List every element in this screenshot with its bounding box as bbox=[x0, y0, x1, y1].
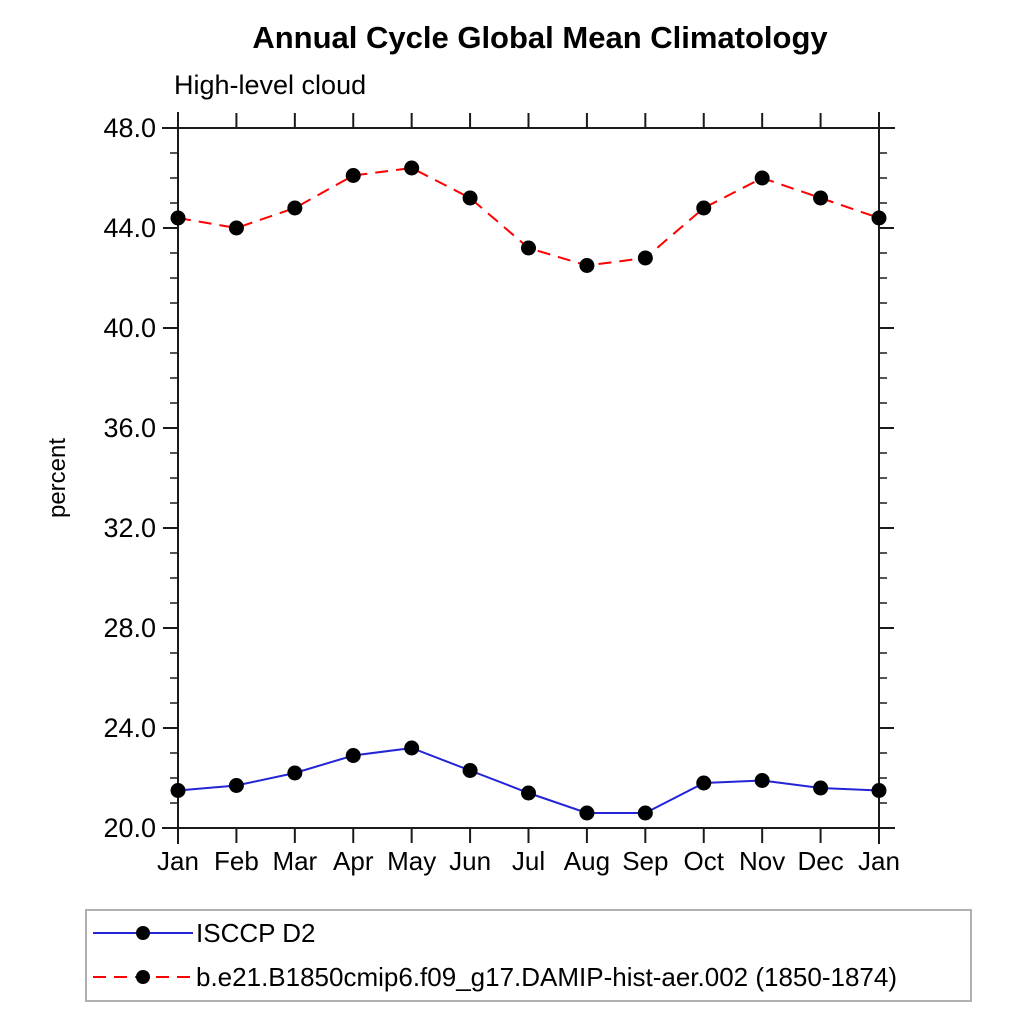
data-point-marker bbox=[579, 805, 595, 821]
legend-marker-sample bbox=[136, 970, 150, 984]
chart-title: Annual Cycle Global Mean Climatology bbox=[252, 20, 828, 55]
y-tick-label: 20.0 bbox=[103, 813, 156, 843]
data-point-marker bbox=[521, 785, 536, 801]
data-point-marker bbox=[404, 160, 420, 176]
legend-row: b.e21.B1850cmip6.f09_g17.DAMIP-hist-aer.… bbox=[91, 961, 897, 992]
x-tick-label: Nov bbox=[739, 846, 785, 876]
data-point-marker bbox=[462, 763, 478, 778]
x-tick-label: Oct bbox=[684, 846, 725, 876]
series-0-line bbox=[177, 746, 880, 814]
y-tick-label: 40.0 bbox=[103, 313, 156, 343]
data-point-marker bbox=[404, 740, 420, 756]
data-point-marker bbox=[521, 240, 536, 256]
x-tick-label: Apr bbox=[333, 846, 374, 876]
data-point-marker bbox=[170, 783, 186, 798]
data-point-marker bbox=[871, 210, 887, 226]
x-tick-label: May bbox=[387, 846, 436, 876]
y-tick-label: 36.0 bbox=[103, 413, 156, 443]
x-tick-label: Aug bbox=[564, 846, 610, 876]
data-point-marker bbox=[813, 190, 829, 206]
y-tick-label: 48.0 bbox=[103, 113, 156, 143]
data-point-marker bbox=[287, 765, 303, 781]
data-point-marker bbox=[345, 748, 361, 763]
x-tick-label: Feb bbox=[214, 846, 259, 876]
y-tick-label: 44.0 bbox=[103, 213, 156, 243]
data-point-marker bbox=[696, 775, 712, 791]
data-point-marker bbox=[345, 168, 361, 183]
x-tick-label: Jun bbox=[449, 846, 491, 876]
data-point-marker bbox=[696, 200, 712, 216]
y-tick-label: 24.0 bbox=[103, 713, 156, 743]
series-0-markers bbox=[170, 740, 887, 821]
legend: ISCCP D2 b.e21.B1850cmip6.f09_g17.DAMIP-… bbox=[85, 909, 972, 1002]
data-point-marker bbox=[170, 210, 186, 226]
data-point-marker bbox=[579, 258, 595, 273]
data-point-marker bbox=[754, 170, 770, 186]
legend-swatch-line-0 bbox=[93, 926, 193, 940]
x-tick-label: Jan bbox=[157, 846, 199, 876]
data-point-marker bbox=[754, 773, 770, 788]
legend-row: ISCCP D2 bbox=[91, 917, 316, 948]
data-point-marker bbox=[228, 778, 244, 793]
x-tick-label: Jul bbox=[512, 846, 545, 876]
data-point-marker bbox=[813, 780, 829, 796]
y-tick-label: 28.0 bbox=[103, 613, 156, 643]
data-point-marker bbox=[228, 220, 244, 236]
x-tick-label: Dec bbox=[797, 846, 843, 876]
x-axis-tick-labels: Jan Feb Mar Apr May Jun Jul Aug Sep Oct Nov Dec Jan bbox=[157, 846, 900, 876]
plot-frame bbox=[162, 112, 895, 844]
data-point-marker bbox=[871, 783, 887, 798]
data-point-marker bbox=[637, 250, 653, 266]
series-1-markers bbox=[170, 160, 887, 273]
data-point-marker bbox=[462, 190, 478, 206]
x-tick-label: Jan bbox=[858, 846, 900, 876]
x-tick-label: Mar bbox=[272, 846, 317, 876]
x-axis-ticks bbox=[177, 113, 880, 843]
data-point-marker bbox=[287, 200, 303, 216]
x-tick-label: Sep bbox=[622, 846, 668, 876]
legend-swatch-line-1 bbox=[93, 970, 193, 984]
y-tick-label: 32.0 bbox=[103, 513, 156, 543]
legend-label: b.e21.B1850cmip6.f09_g17.DAMIP-hist-aer.… bbox=[196, 961, 897, 992]
y-axis-tick-labels: 20.0 24.0 28.0 32.0 36.0 40.0 44.0 48.0 bbox=[103, 113, 156, 843]
chart-subtitle: High-level cloud bbox=[174, 70, 367, 100]
legend-label: ISCCP D2 bbox=[196, 917, 316, 948]
legend-marker-sample bbox=[136, 926, 150, 940]
data-point-marker bbox=[637, 805, 653, 821]
y-axis-ticks bbox=[163, 127, 894, 829]
